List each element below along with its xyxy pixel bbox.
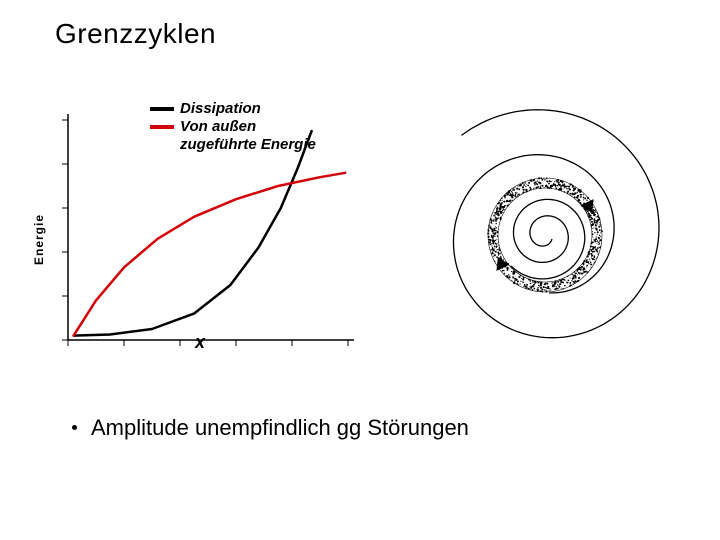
page-title: Grenzzyklen (55, 18, 216, 50)
chart-legend: Dissipation Von außen zugeführte Energie (150, 100, 316, 154)
legend-item-dissipation: Dissipation (150, 100, 316, 118)
bullet-text: Amplitude unempfindlich gg Störungen (91, 415, 469, 440)
legend-label-energy-l1: Von außen (180, 118, 256, 135)
legend-swatch-energy (150, 125, 174, 129)
legend-label-dissipation: Dissipation (180, 100, 261, 117)
legend-swatch-dissipation (150, 107, 174, 111)
legend-item-energy: Von außen (150, 118, 316, 136)
y-axis-label: Energie (32, 214, 46, 265)
x-axis-label: x (195, 332, 205, 353)
phase-portrait (400, 90, 690, 370)
bullet-dot-icon (72, 425, 77, 430)
energy-chart: Energie Dissipation Von außen zugeführte… (20, 100, 360, 360)
bullet-item: Amplitude unempfindlich gg Störungen (72, 415, 469, 441)
phase-svg (400, 90, 690, 380)
legend-label-energy-l2: zugeführte Energie (180, 136, 316, 153)
legend-item-energy-l2: zugeführte Energie (150, 136, 316, 154)
